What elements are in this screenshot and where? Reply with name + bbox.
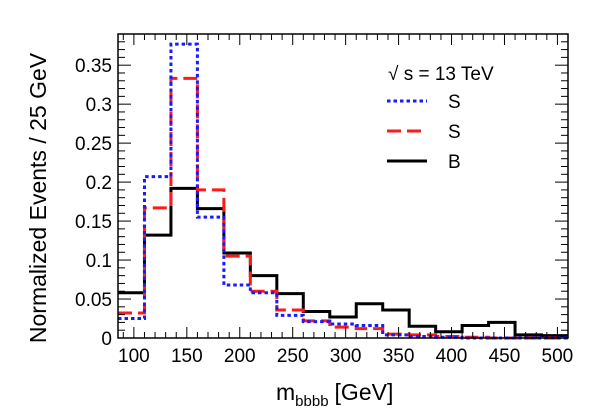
x-tick-label: 150	[171, 346, 203, 367]
x-axis-title-unit: [GeV]	[335, 379, 394, 405]
x-tick-label: 500	[542, 346, 574, 367]
y-tick-label: 0.2	[86, 173, 112, 194]
legend-label: S	[448, 122, 461, 143]
legend-entries: SSB	[387, 92, 461, 173]
legend-header: √ s = 13 TeV	[388, 64, 494, 85]
series-layer	[118, 42, 568, 340]
y-tick-label: 0.15	[75, 212, 112, 233]
y-tick-label: 0	[101, 329, 112, 350]
plot-frame	[117, 33, 569, 339]
x-axis-title-subscript: bbbb	[295, 393, 328, 410]
x-tick-label: 250	[277, 346, 309, 367]
series-dotted-1	[118, 42, 568, 340]
series-dashed-2	[118, 76, 568, 340]
tick-labels: 100 150 200 250 300 350 400 450 500 0 0.05 0.1 0.15 0…	[75, 56, 573, 367]
x-tick-label: 200	[224, 346, 256, 367]
ticks-layer	[118, 34, 569, 339]
x-tick-label: 350	[383, 346, 415, 367]
x-tick-label: 450	[489, 346, 521, 367]
x-axis-title: mbbbb [GeV]	[276, 379, 393, 410]
y-tick-label: 0.3	[86, 95, 112, 116]
x-tick-label: 400	[436, 346, 468, 367]
x-axis-title-main: m	[276, 379, 295, 405]
y-axis-title: Normalized Events / 25 GeV	[25, 52, 51, 343]
x-tick-label: 300	[330, 346, 362, 367]
legend-label: B	[448, 152, 461, 173]
x-tick-label: 100	[118, 346, 150, 367]
series-solid-3	[118, 186, 568, 338]
y-tick-label: 0.25	[75, 134, 112, 155]
legend: √ s = 13 TeV SSB	[387, 64, 494, 173]
legend-label: S	[448, 92, 461, 113]
y-tick-label: 0.05	[75, 290, 112, 311]
y-tick-label: 0.1	[86, 251, 112, 272]
y-tick-label: 0.35	[75, 56, 112, 77]
